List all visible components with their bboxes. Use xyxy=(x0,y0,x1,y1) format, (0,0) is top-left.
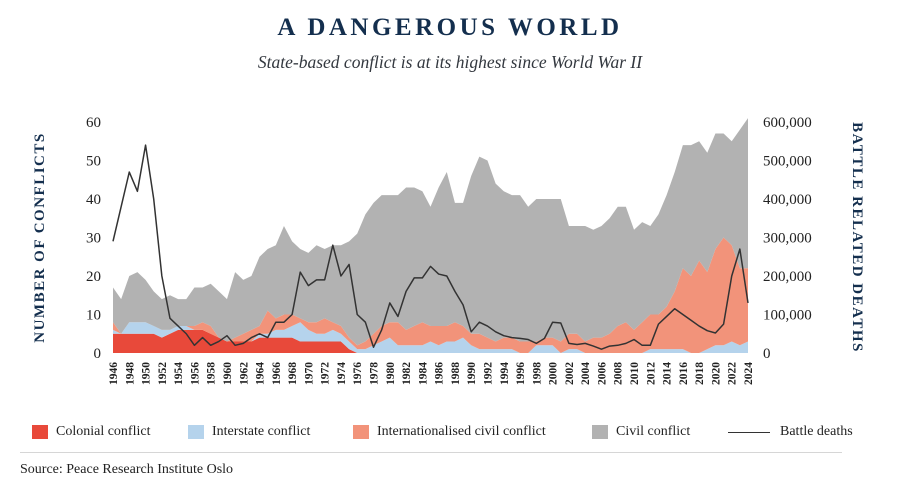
area-civil xyxy=(113,118,748,346)
x-tick-label: 1968 xyxy=(287,362,299,385)
area-layers xyxy=(113,118,748,353)
y2-tick-label: 200,000 xyxy=(763,269,812,285)
x-tick-label: 1964 xyxy=(255,362,267,385)
x-tick-label: 2002 xyxy=(564,362,576,385)
y-tick-label: 60 xyxy=(86,115,101,131)
x-tick-label: 1994 xyxy=(499,362,511,385)
x-tick-label: 1978 xyxy=(369,362,381,385)
x-tick-label: 1976 xyxy=(352,362,364,385)
x-tick-label: 2024 xyxy=(743,362,755,385)
x-tick-label: 1980 xyxy=(385,362,397,385)
legend-label-internationalised: Internationalised civil conflict xyxy=(377,424,546,439)
legend-item-civil: Civil conflict xyxy=(592,424,690,440)
legend-swatch-civil xyxy=(592,425,608,439)
legend-swatch-internationalised xyxy=(353,425,369,439)
legend-label-interstate: Interstate conflict xyxy=(212,424,311,439)
x-tick-label: 1986 xyxy=(434,362,446,385)
x-tick-label: 1988 xyxy=(450,362,462,385)
area-colonial xyxy=(113,329,748,353)
y-tick-label: 10 xyxy=(86,308,101,324)
x-tick-label: 1982 xyxy=(401,362,413,385)
axes-layer: 0 10 20 30 40 50 60 0 100,000 200,000 300,000 400,0… xyxy=(32,115,865,385)
x-tick-label: 2006 xyxy=(596,362,608,385)
y2-axis-label: BATTLE RELATED DEATHS xyxy=(849,122,865,353)
x-tick-label: 2004 xyxy=(580,362,592,385)
y2-tick-label: 400,000 xyxy=(763,192,812,208)
x-tick-label: 1966 xyxy=(271,362,283,385)
battle-deaths-layer xyxy=(112,144,749,350)
x-tick-label: 2016 xyxy=(678,362,690,385)
y2-tick-label: 300,000 xyxy=(763,231,812,247)
chart-subtitle: State-based conflict is at its highest s… xyxy=(257,52,643,72)
area-interstate xyxy=(113,322,748,353)
x-tick-label: 2020 xyxy=(710,362,722,385)
legend-label-civil: Civil conflict xyxy=(616,424,691,439)
footer-divider xyxy=(20,452,842,453)
legend-item-internationalised: Internationalised civil conflict xyxy=(353,424,546,440)
y2-tick-label: 100,000 xyxy=(763,308,812,324)
legend-label-colonial: Colonial conflict xyxy=(56,424,151,439)
x-tick-label: 2018 xyxy=(694,362,706,385)
legend: Colonial conflict Interstate conflict In… xyxy=(0,424,900,444)
x-tick-label: 1950 xyxy=(141,362,153,385)
x-tick-label: 1974 xyxy=(336,362,348,385)
x-tick-label: 1992 xyxy=(482,362,494,385)
x-tick-label: 2008 xyxy=(613,362,625,385)
legend-swatch-colonial xyxy=(32,425,48,439)
x-tick-label: 1990 xyxy=(466,362,478,385)
x-tick-label: 1970 xyxy=(303,362,315,385)
x-tick-label: 1984 xyxy=(417,362,429,385)
legend-label-battle-deaths: Battle deaths xyxy=(780,424,853,439)
legend-item-battle-deaths: Battle deaths xyxy=(728,424,853,440)
x-tick-label: 2022 xyxy=(727,362,739,385)
y2-tick-label: 600,000 xyxy=(763,115,812,131)
y-tick-label: 30 xyxy=(86,231,101,247)
legend-item-colonial: Colonial conflict xyxy=(32,424,150,440)
y-tick-label: 50 xyxy=(86,154,101,170)
x-tick-label: 1956 xyxy=(189,362,201,385)
y-tick-label: 40 xyxy=(86,192,101,208)
legend-item-interstate: Interstate conflict xyxy=(188,424,310,440)
legend-swatch-interstate xyxy=(188,425,204,439)
x-tick-label: 1960 xyxy=(222,362,234,385)
y2-tick-label: 0 xyxy=(763,346,771,362)
x-tick-label: 1972 xyxy=(320,362,332,385)
y-axis-label: NUMBER OF CONFLICTS xyxy=(32,132,48,342)
x-tick-label: 1946 xyxy=(108,362,120,385)
stacked-area-chart: 0 10 20 30 40 50 60 0 100,000 200,000 300,000 400,0… xyxy=(32,115,865,385)
x-tick-label: 2000 xyxy=(548,362,560,385)
x-tick-label: 1954 xyxy=(173,362,185,385)
x-tick-label: 1998 xyxy=(531,362,543,385)
x-tick-label: 2012 xyxy=(645,362,657,385)
chart-title: A DANGEROUS WORLD xyxy=(277,14,623,41)
x-tick-label: 2010 xyxy=(629,362,641,385)
legend-swatch-battle-deaths xyxy=(728,431,770,433)
y2-tick-label: 500,000 xyxy=(763,154,812,170)
x-tick-label: 2014 xyxy=(662,362,674,385)
x-tick-label: 1962 xyxy=(238,362,250,385)
x-tick-label: 1948 xyxy=(124,362,136,385)
x-tick-label: 1952 xyxy=(157,362,169,385)
x-tick-label: 1996 xyxy=(515,362,527,385)
line-battle-deaths xyxy=(112,144,749,350)
y-tick-label: 20 xyxy=(86,269,101,285)
y-tick-label: 0 xyxy=(94,346,102,362)
x-tick-label: 1958 xyxy=(206,362,218,385)
area-internationalised xyxy=(113,237,748,353)
source-note: Source: Peace Research Institute Oslo xyxy=(20,462,234,477)
